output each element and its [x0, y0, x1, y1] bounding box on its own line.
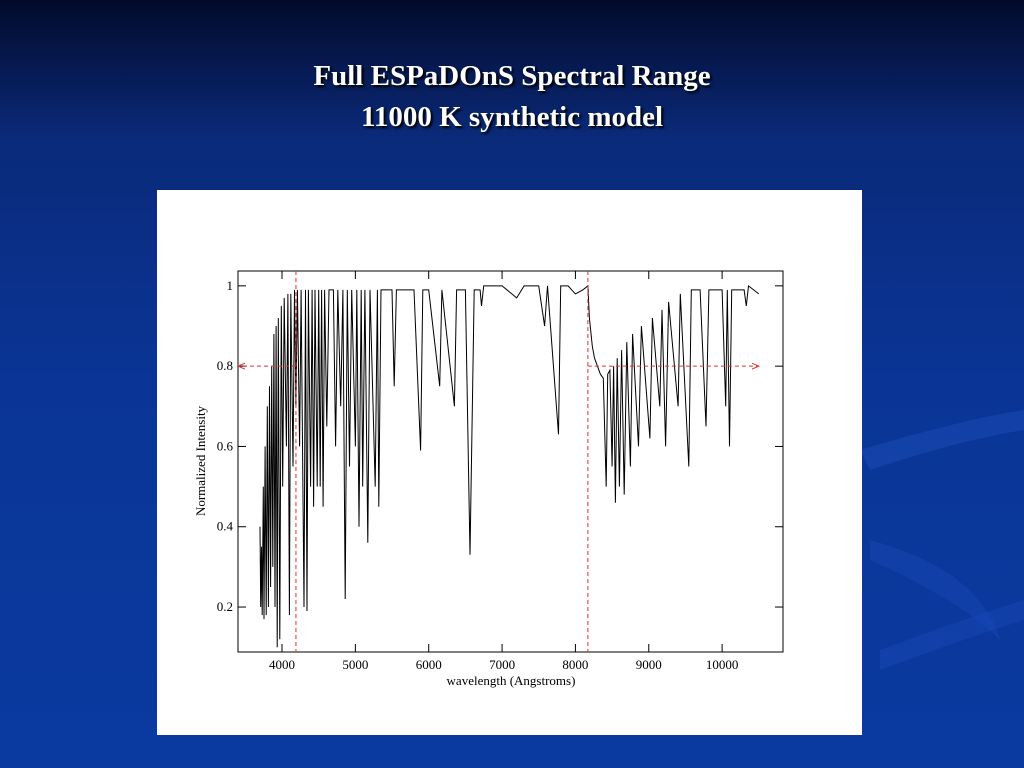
y-axis-label: Normalized Intensity: [193, 405, 208, 516]
y-tick-label: 0.2: [217, 599, 233, 614]
y-tick-label: 1: [227, 278, 234, 293]
x-tick-label: 5000: [342, 657, 368, 672]
title-line: Full ESPaDOnS Spectral Range: [313, 60, 711, 92]
x-tick-label: 8000: [562, 657, 588, 672]
y-tick-label: 0.6: [217, 438, 234, 453]
x-tick-label: 6000: [416, 657, 442, 672]
x-tick-label: 10000: [706, 657, 739, 672]
spectrum-line: [259, 284, 760, 648]
x-axis-label: wavelength (Angstroms): [447, 673, 576, 688]
plot-frame: [237, 270, 784, 653]
chart: wavelength (Angstroms) Normalized Intens…: [157, 190, 862, 735]
slide-title: Full ESPaDOnS Spectral Range 11000 K syn…: [0, 56, 1024, 138]
title-line: 11000 K synthetic model: [360, 101, 664, 133]
x-tick-label: 4000: [269, 657, 295, 672]
y-tick-label: 0.8: [217, 358, 233, 373]
x-tick-label: 7000: [489, 657, 515, 672]
x-tick-label: 9000: [636, 657, 662, 672]
y-tick-label: 0.4: [217, 519, 234, 534]
